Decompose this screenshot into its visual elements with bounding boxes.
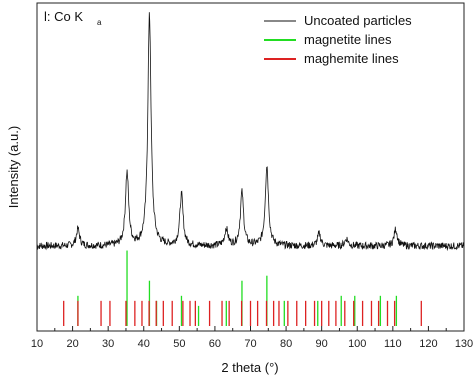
reference-lines: [63, 250, 422, 326]
x-tick-label-130: 130: [455, 338, 473, 350]
pattern-curve: [36, 12, 464, 252]
legend-label-magnetite-lines: magnetite lines: [304, 32, 392, 47]
x-tick-label-80: 80: [280, 338, 292, 350]
x-tick-label-70: 70: [244, 338, 256, 350]
legend-label-maghemite-lines: maghemite lines: [304, 51, 399, 66]
x-tick-label-30: 30: [102, 338, 114, 350]
x-axis-title: 2 theta (°): [221, 360, 278, 375]
x-tick-label-90: 90: [316, 338, 328, 350]
x-tick-label-50: 50: [173, 338, 185, 350]
x-tick-label-40: 40: [138, 338, 150, 350]
x-tick-label-110: 110: [384, 338, 402, 350]
annotation-subscript: a: [97, 18, 102, 27]
annotation-label: l: Co K: [44, 9, 83, 24]
y-axis-title: Intensity (a.u.): [6, 126, 21, 208]
x-tick-label-100: 100: [348, 338, 366, 350]
x-axis: 10 20 30 40 50 60 70 80 90 100 110 120 130: [31, 326, 473, 350]
legend-label-uncoated-particles: Uncoated particles: [304, 13, 412, 28]
x-tick-label-60: 60: [209, 338, 221, 350]
uncoated-particles-line: [36, 12, 464, 252]
x-tick-label-120: 120: [419, 338, 437, 350]
x-tick-label-10: 10: [31, 338, 43, 350]
legend: Uncoated particles magnetite lines maghemi…: [264, 13, 412, 66]
x-tick-label-20: 20: [66, 338, 78, 350]
plot-frame: [36, 2, 465, 332]
